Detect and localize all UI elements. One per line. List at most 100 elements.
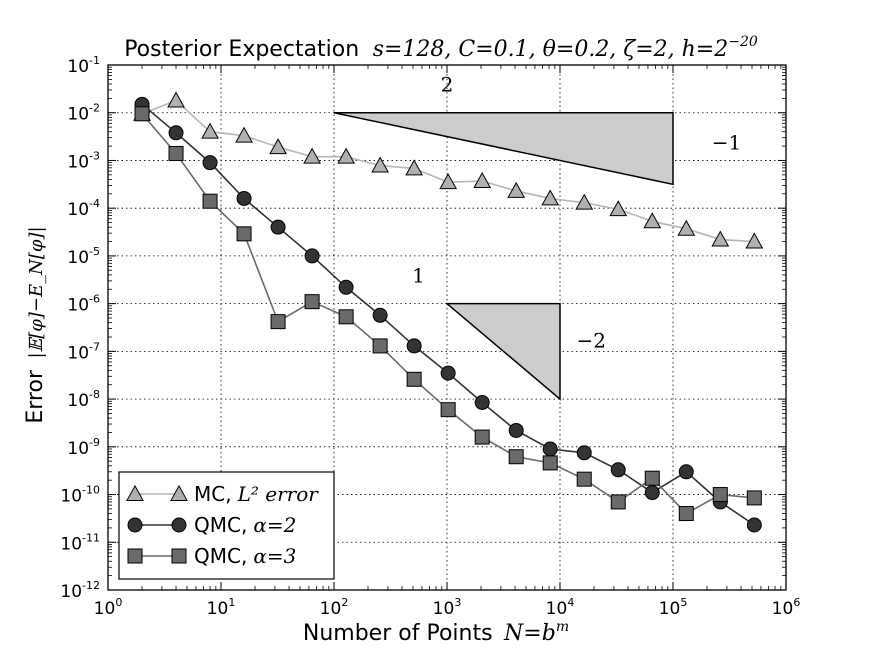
legend: MC, L² error QMC, α=2 QMC, α=3: [118, 471, 335, 580]
data-point: [609, 200, 628, 217]
x-tick-label: 104: [546, 596, 575, 619]
legend-marker: [171, 548, 187, 564]
legend-marker: [127, 517, 143, 533]
data-point: [202, 155, 218, 171]
data-point: [304, 294, 320, 310]
x-axis-label: Number of Points N=bm: [303, 619, 569, 646]
data-point: [507, 181, 526, 198]
x-tick-label: 105: [659, 596, 688, 619]
data-point: [337, 147, 356, 164]
legend-label: QMC, α=3: [194, 544, 296, 568]
data-series: [133, 91, 764, 533]
slope-annotations: 2 −1 1 −2: [333, 72, 741, 401]
data-point: [576, 445, 592, 461]
y-tick-label: 10-6: [67, 293, 100, 316]
data-point: [371, 156, 390, 173]
data-point: [405, 159, 424, 176]
data-point: [168, 145, 184, 161]
x-tick-label: 103: [433, 596, 462, 619]
y-tick-label: 10-9: [67, 436, 100, 459]
data-point: [236, 190, 252, 206]
series-0: [133, 91, 764, 249]
x-tick-label: 106: [772, 596, 801, 619]
x-tick-label: 101: [207, 596, 236, 619]
y-tick-label: 10-2: [67, 102, 100, 125]
data-point: [508, 422, 524, 438]
data-point: [541, 189, 560, 206]
plot-frame: [107, 64, 787, 591]
data-point: [542, 441, 558, 457]
data-point: [304, 248, 320, 264]
slope-triangle-top-run-label: 2: [441, 72, 454, 96]
grid-lines: [107, 64, 787, 591]
data-point: [372, 338, 388, 354]
data-point: [746, 517, 762, 533]
data-point: [575, 193, 594, 210]
data-point: [303, 147, 321, 164]
slope-triangle-bottom-rise-label: −2: [577, 329, 606, 353]
legend-entry: QMC, α=2: [127, 513, 296, 537]
data-point: [610, 462, 626, 478]
data-point: [372, 307, 388, 323]
data-point: [576, 471, 592, 487]
y-axis-label: Error |𝔼[φ]−E_N[φ]|: [22, 226, 48, 423]
data-point: [406, 371, 422, 387]
slope-triangle-bottom-run-label: 1: [412, 263, 425, 287]
slope-triangle-bottom: [444, 302, 561, 401]
y-tick-label: 10-7: [67, 340, 100, 363]
y-tick-label: 10-12: [60, 579, 100, 602]
data-point: [235, 126, 253, 143]
legend-marker: [127, 548, 143, 564]
data-point: [745, 232, 764, 249]
legend-marker: [126, 484, 144, 501]
chart-title: Posterior Expectation s=128, C=0.1, θ=0.…: [124, 34, 758, 62]
y-tick-label: 10-3: [67, 149, 100, 172]
tick-labels: 100 101 102 103 104 105 10610-1210-1110-1010-9…: [60, 54, 800, 619]
data-point: [678, 464, 694, 480]
data-point: [270, 314, 286, 330]
y-tick-label: 10-1: [67, 54, 100, 77]
x-tick-label: 100: [94, 596, 123, 619]
slope-triangle-top: [333, 111, 674, 186]
data-point: [338, 279, 354, 295]
axis-ticks: [107, 64, 787, 591]
legend-entry: QMC, α=3: [127, 544, 296, 568]
data-point: [338, 309, 354, 325]
data-point: [406, 338, 422, 354]
data-point: [236, 226, 252, 242]
data-point: [678, 506, 694, 522]
series-2: [134, 106, 762, 522]
slope-triangle-top-rise-label: −1: [712, 130, 741, 154]
y-tick-label: 10-5: [67, 245, 100, 268]
y-tick-label: 10-11: [60, 531, 100, 554]
x-tick-label: 102: [320, 596, 349, 619]
data-point: [644, 485, 660, 501]
data-point: [474, 429, 490, 445]
legend-label: QMC, α=2: [194, 513, 296, 537]
y-tick-label: 10-10: [60, 484, 100, 507]
legend-marker: [171, 517, 187, 533]
data-point: [644, 470, 660, 486]
data-point: [473, 171, 492, 189]
data-point: [440, 402, 456, 418]
data-point: [202, 193, 218, 209]
legend-label: MC, L² error: [194, 482, 319, 506]
data-point: [168, 125, 184, 141]
data-point: [508, 449, 524, 465]
legend-entry: MC, L² error: [126, 482, 319, 506]
legend-marker: [170, 484, 188, 501]
data-point: [270, 219, 286, 235]
data-point: [610, 494, 626, 510]
y-tick-label: 10-4: [67, 197, 100, 220]
data-point: [712, 487, 728, 503]
data-point: [711, 230, 730, 247]
data-point: [474, 394, 490, 410]
data-point: [134, 106, 150, 122]
data-point: [439, 173, 458, 190]
data-point: [440, 365, 456, 381]
data-point: [269, 138, 287, 155]
data-point: [643, 212, 662, 229]
data-point: [677, 219, 696, 236]
data-point: [201, 122, 219, 139]
